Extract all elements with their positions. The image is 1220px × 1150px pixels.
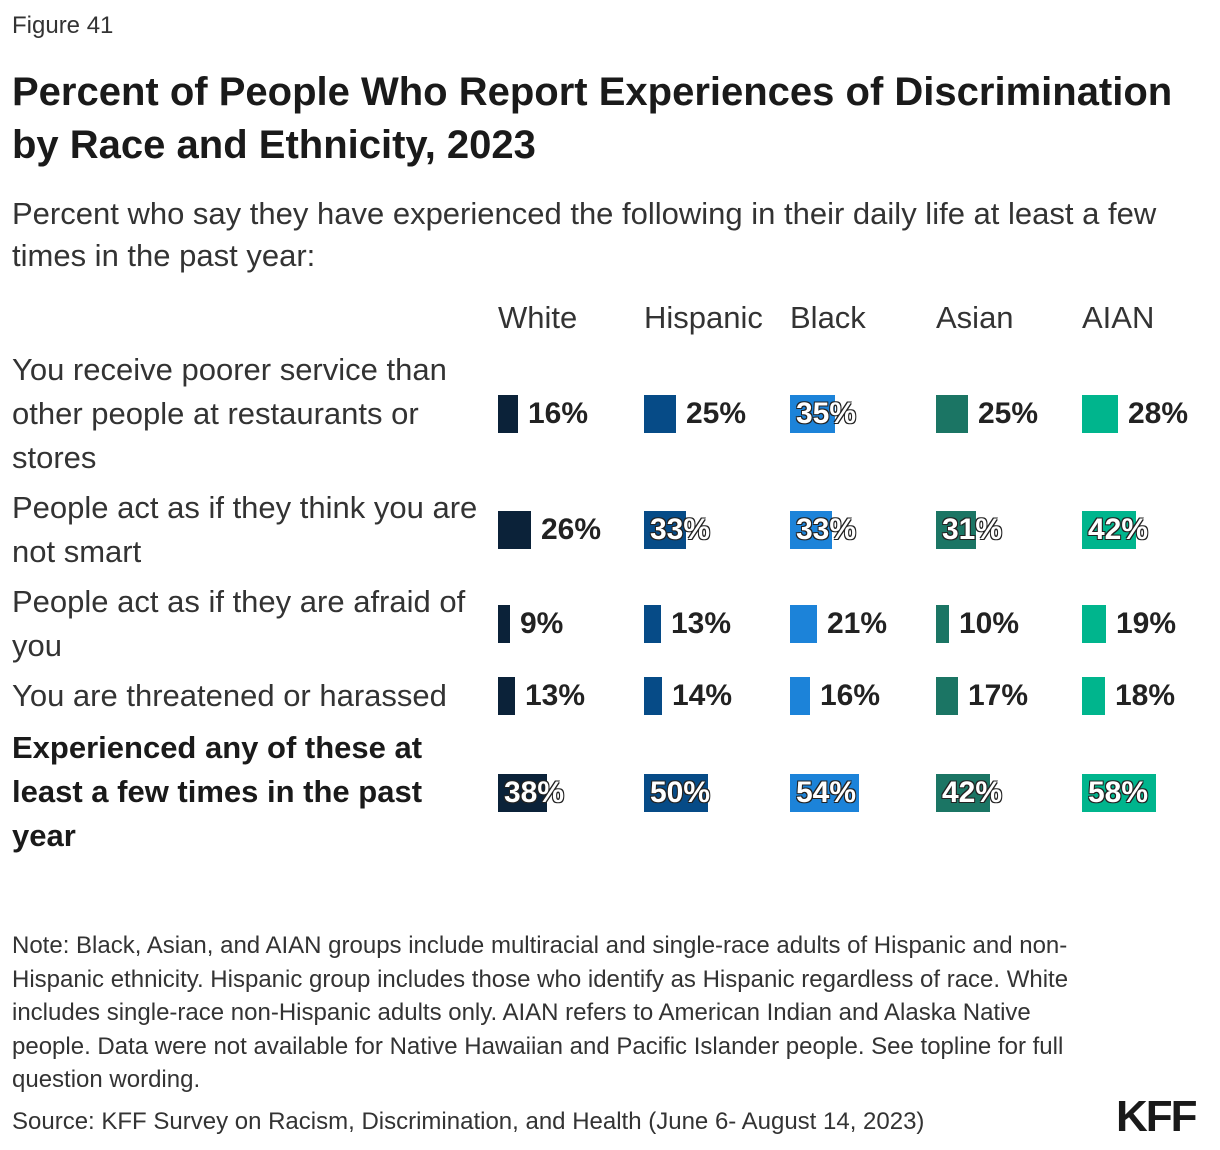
- data-label: 21%: [827, 607, 888, 640]
- column-header: Hispanic: [644, 300, 763, 335]
- bar: [644, 677, 662, 715]
- bar: [498, 511, 531, 549]
- bar: [1082, 605, 1106, 643]
- bar: [790, 605, 817, 643]
- data-label: 16%: [528, 397, 589, 430]
- bar: [644, 511, 686, 549]
- bar: [790, 511, 832, 549]
- chart-title: Percent of People Who Report Experiences…: [12, 70, 1173, 167]
- bar: [936, 605, 949, 643]
- data-label: 10%: [959, 607, 1020, 640]
- bar: [1082, 677, 1105, 715]
- data-label: 18%: [1115, 679, 1176, 712]
- bar: [1082, 774, 1156, 812]
- bar: [790, 677, 810, 715]
- figure-label: Figure 41: [12, 12, 114, 39]
- chart-subtitle: Percent who say they have experienced th…: [12, 196, 1157, 273]
- column-header: AIAN: [1082, 300, 1155, 335]
- data-label: 25%: [978, 397, 1039, 430]
- bar: [498, 774, 547, 812]
- bar: [936, 774, 990, 812]
- bar: [644, 605, 661, 643]
- data-label: 58%: [1088, 776, 1149, 809]
- data-label: 26%: [541, 513, 602, 546]
- data-label: 14%: [672, 679, 733, 712]
- data-label: 50%: [650, 776, 711, 809]
- data-label: 31%: [942, 513, 1003, 546]
- bar: [790, 395, 835, 433]
- bar: [498, 395, 518, 433]
- row-label: You are threatened or harassed: [12, 678, 447, 713]
- data-label: 13%: [671, 607, 732, 640]
- data-label: 33%: [796, 513, 857, 546]
- row-label: People act as if they are afraid of you: [12, 584, 466, 663]
- data-label: 9%: [520, 607, 564, 640]
- column-header: Asian: [936, 300, 1014, 335]
- bar: [498, 605, 510, 643]
- data-label: 54%: [796, 776, 857, 809]
- data-label: 25%: [686, 397, 747, 430]
- kff-logo: KFF: [1116, 1092, 1198, 1141]
- data-label: 42%: [1088, 513, 1149, 546]
- bar: [936, 395, 968, 433]
- bar: [790, 774, 859, 812]
- bar: [644, 395, 676, 433]
- bar: [498, 677, 515, 715]
- data-label: 28%: [1128, 397, 1189, 430]
- data-label: 19%: [1116, 607, 1177, 640]
- bar: [936, 677, 958, 715]
- data-label: 35%: [796, 397, 857, 430]
- bar: [1082, 395, 1118, 433]
- data-label: 33%: [650, 513, 711, 546]
- row-label: People act as if they think you are not …: [12, 490, 478, 569]
- bar: [1082, 511, 1136, 549]
- data-label: 42%: [942, 776, 1003, 809]
- row-label: You receive poorer service than other pe…: [12, 352, 447, 475]
- bar: [644, 774, 708, 812]
- data-label: 13%: [525, 679, 586, 712]
- column-header: Black: [790, 300, 866, 335]
- bar: [936, 511, 976, 549]
- data-label: 17%: [968, 679, 1029, 712]
- chart-note: Note: Black, Asian, and AIAN groups incl…: [12, 932, 1069, 1093]
- data-label: 16%: [820, 679, 881, 712]
- data-label: 38%: [504, 776, 565, 809]
- column-header: White: [498, 300, 578, 335]
- row-label: Experienced any of these at least a few …: [12, 730, 423, 853]
- chart-source: Source: KFF Survey on Racism, Discrimina…: [12, 1108, 925, 1135]
